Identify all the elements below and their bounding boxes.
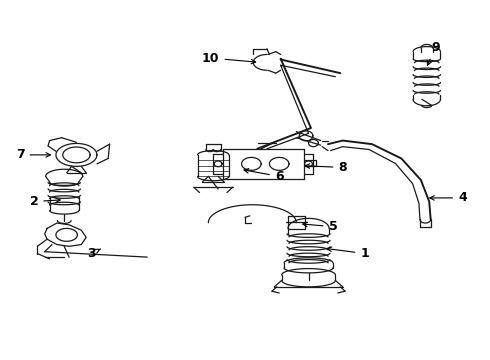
Text: 1: 1 <box>327 247 369 260</box>
Text: 5: 5 <box>303 220 337 233</box>
Text: 4: 4 <box>430 192 467 204</box>
Text: 8: 8 <box>305 161 347 174</box>
Text: 2: 2 <box>29 195 60 208</box>
Text: 10: 10 <box>202 51 256 64</box>
Text: 9: 9 <box>427 41 440 65</box>
Text: 6: 6 <box>244 168 284 183</box>
Text: 7: 7 <box>16 148 50 161</box>
Text: 3: 3 <box>87 247 100 260</box>
